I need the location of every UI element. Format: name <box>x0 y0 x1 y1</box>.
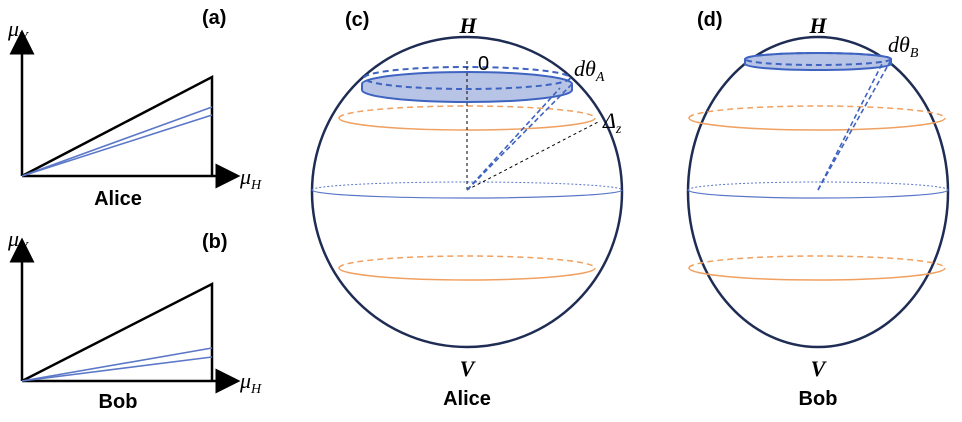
y-axis-label: μV <box>7 226 29 255</box>
caption: Bob <box>99 391 138 413</box>
text-part: μ <box>7 16 19 41</box>
text-part: V <box>19 240 29 255</box>
pole-label: H <box>458 13 477 38</box>
text-part: B <box>910 46 919 61</box>
panel-d: (d) H dθB V Bob <box>688 9 948 410</box>
y-axis-label: μV <box>7 16 29 45</box>
angle-label: dθA <box>574 56 605 85</box>
angle-label: dθB <box>888 32 919 61</box>
panel-b: (b) μV μH Bob <box>7 226 262 413</box>
text-part: V <box>19 30 29 45</box>
figure: (a) μV μH Alice (b) μV μH Bob (c) H 0 dθ… <box>0 0 962 422</box>
panel-label: (c) <box>345 9 369 31</box>
caption: Alice <box>94 188 142 210</box>
panel-label: (d) <box>697 9 723 31</box>
text-part: z <box>615 122 622 137</box>
pole-label: V <box>811 356 828 381</box>
text-part: A <box>595 70 605 85</box>
pole-label: H <box>808 13 827 38</box>
delta-label: Δz <box>602 108 622 137</box>
panel-a: (a) μV μH Alice <box>7 7 262 210</box>
text-part: μ <box>7 226 19 251</box>
text-part: dθ <box>888 32 910 57</box>
text-part: μ <box>239 164 251 189</box>
text-part: Δ <box>602 108 616 133</box>
pole-label: V <box>460 356 477 381</box>
caption: Alice <box>443 388 491 410</box>
x-axis-label: μH <box>239 368 262 397</box>
panel-label: (a) <box>202 7 226 29</box>
text-part: dθ <box>574 56 596 81</box>
text-part: H <box>250 178 262 193</box>
caption: Bob <box>799 388 838 410</box>
panel-label: (b) <box>202 231 228 253</box>
x-axis-label: μH <box>239 164 262 193</box>
panel-c: (c) H 0 dθA Δz V Alice <box>312 9 622 410</box>
text-part: H <box>250 382 262 397</box>
angle-zero: 0 <box>478 53 489 75</box>
text-part: μ <box>239 368 251 393</box>
